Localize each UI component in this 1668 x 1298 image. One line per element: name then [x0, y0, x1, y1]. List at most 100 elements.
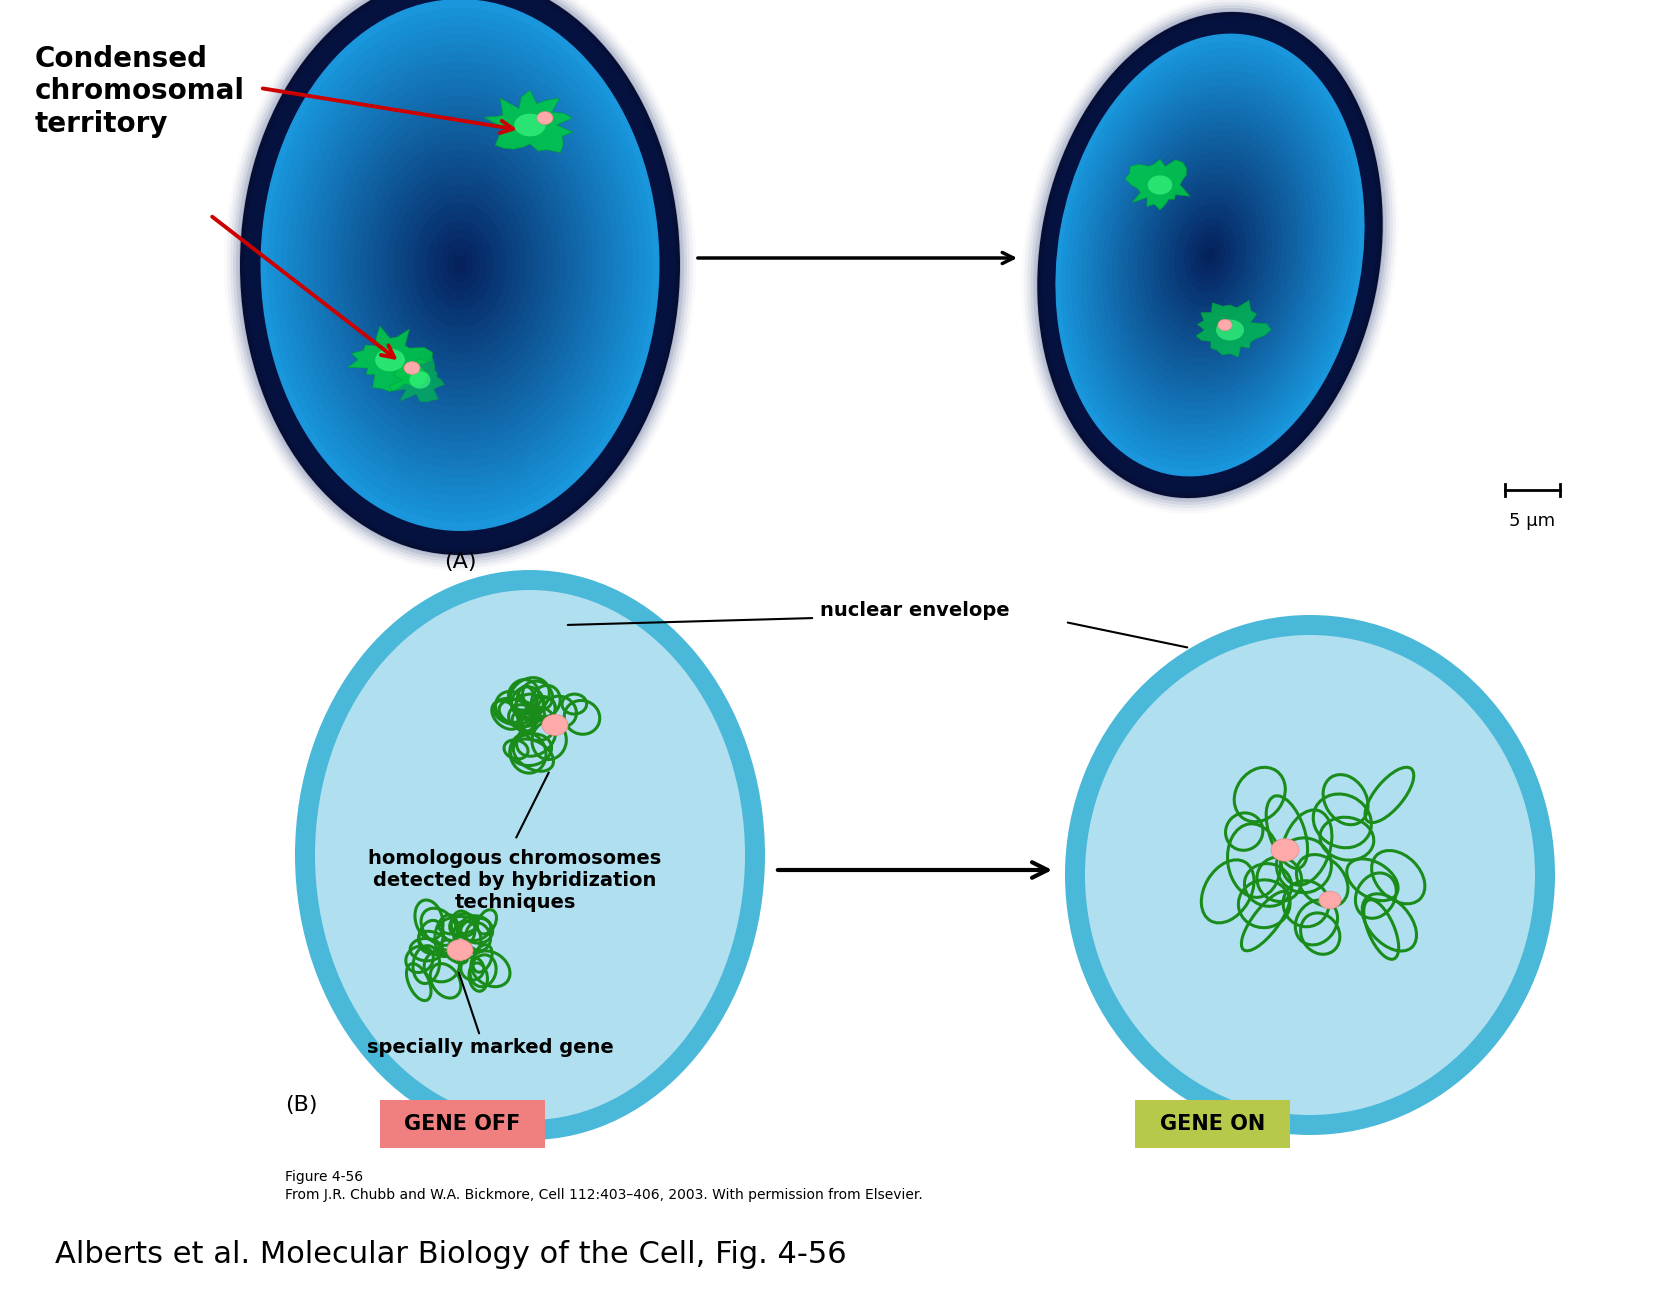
Ellipse shape	[1037, 12, 1383, 498]
Ellipse shape	[400, 186, 520, 345]
Text: nuclear envelope: nuclear envelope	[821, 601, 1009, 619]
Ellipse shape	[1103, 100, 1318, 410]
Text: From J.R. Chubb and W.A. Bickmore, Cell 112:403–406, 2003. With permission from : From J.R. Chubb and W.A. Bickmore, Cell …	[285, 1188, 922, 1202]
Ellipse shape	[447, 247, 474, 283]
Polygon shape	[484, 90, 572, 153]
Ellipse shape	[1148, 166, 1273, 344]
Ellipse shape	[427, 221, 494, 309]
Ellipse shape	[230, 0, 691, 565]
Ellipse shape	[315, 591, 746, 1120]
Ellipse shape	[1027, 1, 1393, 508]
Ellipse shape	[387, 167, 534, 362]
Ellipse shape	[1086, 78, 1334, 432]
Text: GENE OFF: GENE OFF	[404, 1114, 520, 1134]
Ellipse shape	[340, 105, 580, 424]
Ellipse shape	[1118, 122, 1303, 388]
Ellipse shape	[1194, 232, 1226, 278]
Ellipse shape	[380, 158, 540, 371]
Ellipse shape	[1128, 136, 1293, 373]
FancyBboxPatch shape	[380, 1099, 545, 1147]
Ellipse shape	[1271, 839, 1299, 861]
Ellipse shape	[1061, 42, 1359, 469]
Text: homologous chromosomes
detected by hybridization
techniques: homologous chromosomes detected by hybri…	[369, 849, 662, 911]
Ellipse shape	[1032, 8, 1386, 502]
Ellipse shape	[347, 114, 574, 415]
Ellipse shape	[1036, 10, 1384, 498]
Polygon shape	[390, 358, 445, 402]
Ellipse shape	[1204, 248, 1216, 262]
Ellipse shape	[334, 96, 587, 434]
Ellipse shape	[1066, 48, 1354, 462]
Ellipse shape	[1113, 114, 1308, 396]
Ellipse shape	[1153, 174, 1266, 336]
Ellipse shape	[1042, 17, 1378, 493]
Ellipse shape	[394, 177, 527, 353]
Ellipse shape	[414, 202, 507, 327]
Ellipse shape	[1159, 182, 1261, 328]
Ellipse shape	[267, 8, 652, 522]
Ellipse shape	[1148, 175, 1173, 195]
Ellipse shape	[367, 141, 554, 389]
Text: 5 μm: 5 μm	[1510, 511, 1555, 530]
Ellipse shape	[240, 0, 681, 556]
Ellipse shape	[260, 0, 659, 531]
Ellipse shape	[307, 61, 612, 469]
Ellipse shape	[1179, 210, 1241, 300]
Ellipse shape	[360, 132, 560, 398]
Ellipse shape	[1218, 319, 1233, 331]
Ellipse shape	[1143, 160, 1278, 350]
Polygon shape	[1124, 160, 1189, 210]
FancyBboxPatch shape	[1134, 1099, 1289, 1147]
Text: Alberts et al. Molecular Biology of the Cell, Fig. 4-56: Alberts et al. Molecular Biology of the …	[55, 1240, 847, 1269]
Ellipse shape	[1096, 92, 1323, 418]
Ellipse shape	[320, 79, 600, 452]
Ellipse shape	[300, 52, 619, 478]
Ellipse shape	[327, 88, 594, 443]
Text: Condensed
chromosomal
territory: Condensed chromosomal territory	[35, 45, 245, 138]
Ellipse shape	[1169, 196, 1251, 314]
Ellipse shape	[440, 239, 480, 292]
Ellipse shape	[1138, 152, 1283, 358]
Ellipse shape	[1199, 240, 1221, 270]
Ellipse shape	[314, 70, 605, 459]
Ellipse shape	[1071, 56, 1349, 454]
Ellipse shape	[374, 149, 547, 380]
Ellipse shape	[434, 230, 487, 300]
Ellipse shape	[294, 43, 626, 487]
Ellipse shape	[454, 256, 467, 274]
Ellipse shape	[1319, 892, 1341, 909]
Ellipse shape	[1123, 130, 1298, 380]
Ellipse shape	[1133, 144, 1288, 366]
Ellipse shape	[234, 0, 687, 562]
Ellipse shape	[295, 570, 766, 1140]
Ellipse shape	[1189, 226, 1231, 284]
Ellipse shape	[447, 940, 474, 961]
Ellipse shape	[1076, 64, 1344, 447]
Ellipse shape	[1216, 319, 1244, 340]
Ellipse shape	[1184, 218, 1236, 292]
Ellipse shape	[407, 195, 514, 336]
Ellipse shape	[1081, 70, 1339, 440]
Ellipse shape	[375, 349, 405, 371]
Text: specially marked gene: specially marked gene	[367, 1038, 614, 1057]
Ellipse shape	[514, 114, 545, 136]
Ellipse shape	[542, 715, 569, 736]
Ellipse shape	[420, 212, 500, 318]
Polygon shape	[1196, 300, 1271, 357]
Ellipse shape	[287, 35, 632, 496]
Ellipse shape	[537, 112, 554, 125]
Ellipse shape	[242, 0, 677, 553]
Ellipse shape	[1056, 34, 1364, 476]
Text: GENE ON: GENE ON	[1159, 1114, 1264, 1134]
Text: (B): (B)	[285, 1096, 317, 1115]
Text: Figure 4-56: Figure 4-56	[285, 1169, 364, 1184]
Ellipse shape	[1108, 108, 1313, 402]
Text: (A): (A)	[444, 552, 477, 572]
Ellipse shape	[1039, 14, 1381, 496]
Ellipse shape	[280, 26, 639, 505]
Ellipse shape	[235, 0, 684, 559]
Polygon shape	[347, 326, 432, 392]
Ellipse shape	[1174, 204, 1246, 306]
Ellipse shape	[1164, 188, 1256, 322]
Ellipse shape	[1064, 615, 1555, 1134]
